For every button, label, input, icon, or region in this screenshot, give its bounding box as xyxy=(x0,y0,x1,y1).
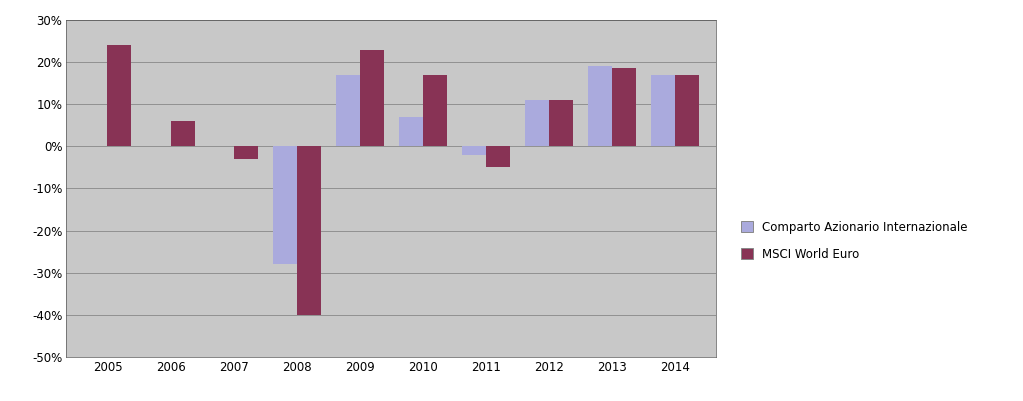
Bar xyxy=(612,69,636,146)
Bar xyxy=(525,100,549,146)
Bar xyxy=(549,100,573,146)
Bar xyxy=(486,146,509,168)
Bar xyxy=(399,117,422,146)
Bar xyxy=(651,75,675,146)
Bar xyxy=(273,146,297,264)
Bar xyxy=(107,45,131,146)
Bar xyxy=(462,146,486,155)
Legend: Comparto Azionario Internazionale, MSCI World Euro: Comparto Azionario Internazionale, MSCI … xyxy=(738,217,971,264)
Bar xyxy=(422,75,447,146)
Bar xyxy=(297,146,320,315)
Bar xyxy=(336,75,360,146)
Bar xyxy=(171,121,194,146)
Bar xyxy=(588,66,612,146)
Bar xyxy=(233,146,258,159)
Bar xyxy=(360,50,384,146)
Bar xyxy=(675,75,699,146)
